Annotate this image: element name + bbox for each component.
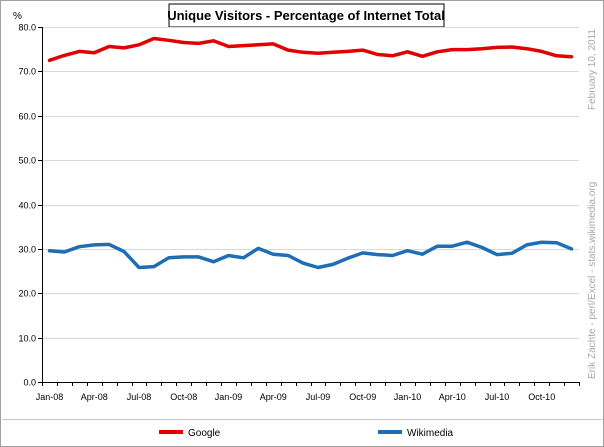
legend-google-label: Google: [188, 428, 221, 439]
y-tick-label: 10.0: [18, 334, 36, 344]
y-tick-label: 50.0: [18, 156, 36, 166]
x-tick-label: Oct-09: [349, 392, 376, 402]
y-tick-label: 60.0: [18, 112, 36, 122]
x-tick-labels: Jan-08 Apr-08 Jul-08 Oct-08 Jan-09 Apr-09 Jul-…: [36, 392, 556, 402]
credit-annotation: Erik Zachte - perl/Excel - stats.wikimed…: [587, 182, 598, 379]
series-lines: [47, 36, 574, 270]
series-line-google: [47, 36, 574, 63]
x-tick-label: Jul-09: [306, 392, 331, 402]
x-tick-label: Apr-10: [439, 392, 466, 402]
y-tick-label: 20.0: [18, 289, 36, 299]
x-tick-label: Jan-10: [394, 392, 422, 402]
chart-title: Unique Visitors - Percentage of Internet…: [167, 8, 445, 23]
x-tick-label: Jan-09: [215, 392, 243, 402]
y-tick-label: 40.0: [18, 201, 36, 211]
gridlines: [42, 27, 579, 339]
y-tick-label: 70.0: [18, 67, 36, 77]
x-tick-label: Jan-08: [36, 392, 64, 402]
legend: Google Wikimedia: [159, 428, 454, 439]
date-annotation: February 10, 2011: [587, 29, 598, 110]
axes: [38, 27, 580, 386]
x-tick-label: Jul-08: [127, 392, 152, 402]
y-tick-label: 0.0: [23, 378, 36, 388]
series-line-wikimedia: [47, 240, 574, 270]
x-tick-label: Jul-10: [485, 392, 510, 402]
x-tick-label: Apr-09: [260, 392, 287, 402]
y-tick-label: 30.0: [18, 245, 36, 255]
y-tick-label: 80.0: [18, 23, 36, 33]
x-tick-label: Apr-08: [81, 392, 108, 402]
x-tick-label: Oct-08: [170, 392, 197, 402]
y-axis-label: %: [13, 11, 22, 22]
x-tick-label: Oct-10: [528, 392, 555, 402]
legend-wikimedia-label: Wikimedia: [407, 428, 454, 439]
y-tick-labels: 0.0 10.0 20.0 30.0 40.0 50.0 60.0 70.0 80.0: [18, 23, 36, 388]
